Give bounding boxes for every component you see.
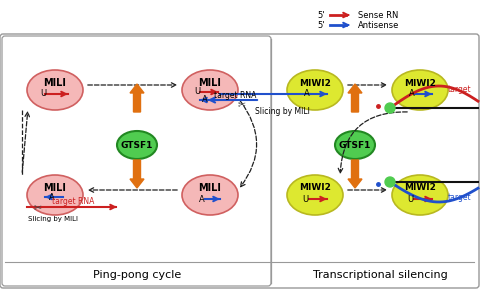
Text: ?: ? [351, 161, 359, 175]
Text: Antisense: Antisense [358, 20, 399, 29]
Text: GTSF1: GTSF1 [121, 140, 153, 149]
Ellipse shape [182, 70, 238, 110]
Text: U: U [302, 194, 308, 203]
Text: Sense RN: Sense RN [358, 11, 398, 20]
FancyArrow shape [348, 84, 362, 112]
FancyBboxPatch shape [0, 34, 479, 288]
Text: MIWI2: MIWI2 [404, 79, 436, 88]
Text: U: U [40, 89, 46, 98]
Ellipse shape [392, 175, 448, 215]
Text: Slicing by MILI: Slicing by MILI [255, 107, 310, 116]
Text: Slicing by MILI: Slicing by MILI [28, 216, 78, 222]
Text: ✂: ✂ [238, 99, 246, 109]
Text: 5': 5' [317, 11, 325, 20]
Text: U: U [194, 88, 200, 97]
Text: A: A [409, 89, 415, 98]
Ellipse shape [27, 175, 83, 215]
Text: U: U [407, 194, 413, 203]
FancyBboxPatch shape [2, 36, 271, 286]
Text: MIWI2: MIWI2 [299, 184, 331, 193]
Circle shape [385, 103, 395, 113]
FancyArrow shape [130, 160, 144, 188]
Text: MILI: MILI [199, 183, 221, 193]
Text: target RNA: target RNA [52, 197, 94, 206]
Ellipse shape [335, 131, 375, 159]
Text: ?: ? [351, 98, 359, 110]
Text: A: A [202, 95, 208, 104]
Ellipse shape [287, 70, 343, 110]
Text: MILI: MILI [44, 183, 66, 193]
Ellipse shape [182, 175, 238, 215]
Text: Transcriptional silencing: Transcriptional silencing [312, 270, 447, 280]
Text: target: target [448, 85, 472, 94]
Text: MILI: MILI [199, 78, 221, 88]
FancyArrow shape [348, 160, 362, 188]
Text: A: A [199, 194, 205, 203]
Text: MIWI2: MIWI2 [404, 184, 436, 193]
Ellipse shape [287, 175, 343, 215]
Text: A: A [49, 193, 55, 202]
Text: A: A [304, 89, 310, 98]
Ellipse shape [117, 131, 157, 159]
Ellipse shape [392, 70, 448, 110]
Text: 5': 5' [317, 20, 325, 29]
Text: target RNA: target RNA [214, 91, 256, 100]
Text: MILI: MILI [44, 78, 66, 88]
Ellipse shape [27, 70, 83, 110]
Text: GTSF1: GTSF1 [339, 140, 371, 149]
Text: MIWI2: MIWI2 [299, 79, 331, 88]
Text: ✂: ✂ [34, 202, 42, 212]
Circle shape [385, 177, 395, 187]
Text: Ping-pong cycle: Ping-pong cycle [93, 270, 181, 280]
Text: target: target [448, 194, 472, 202]
FancyArrow shape [130, 84, 144, 112]
